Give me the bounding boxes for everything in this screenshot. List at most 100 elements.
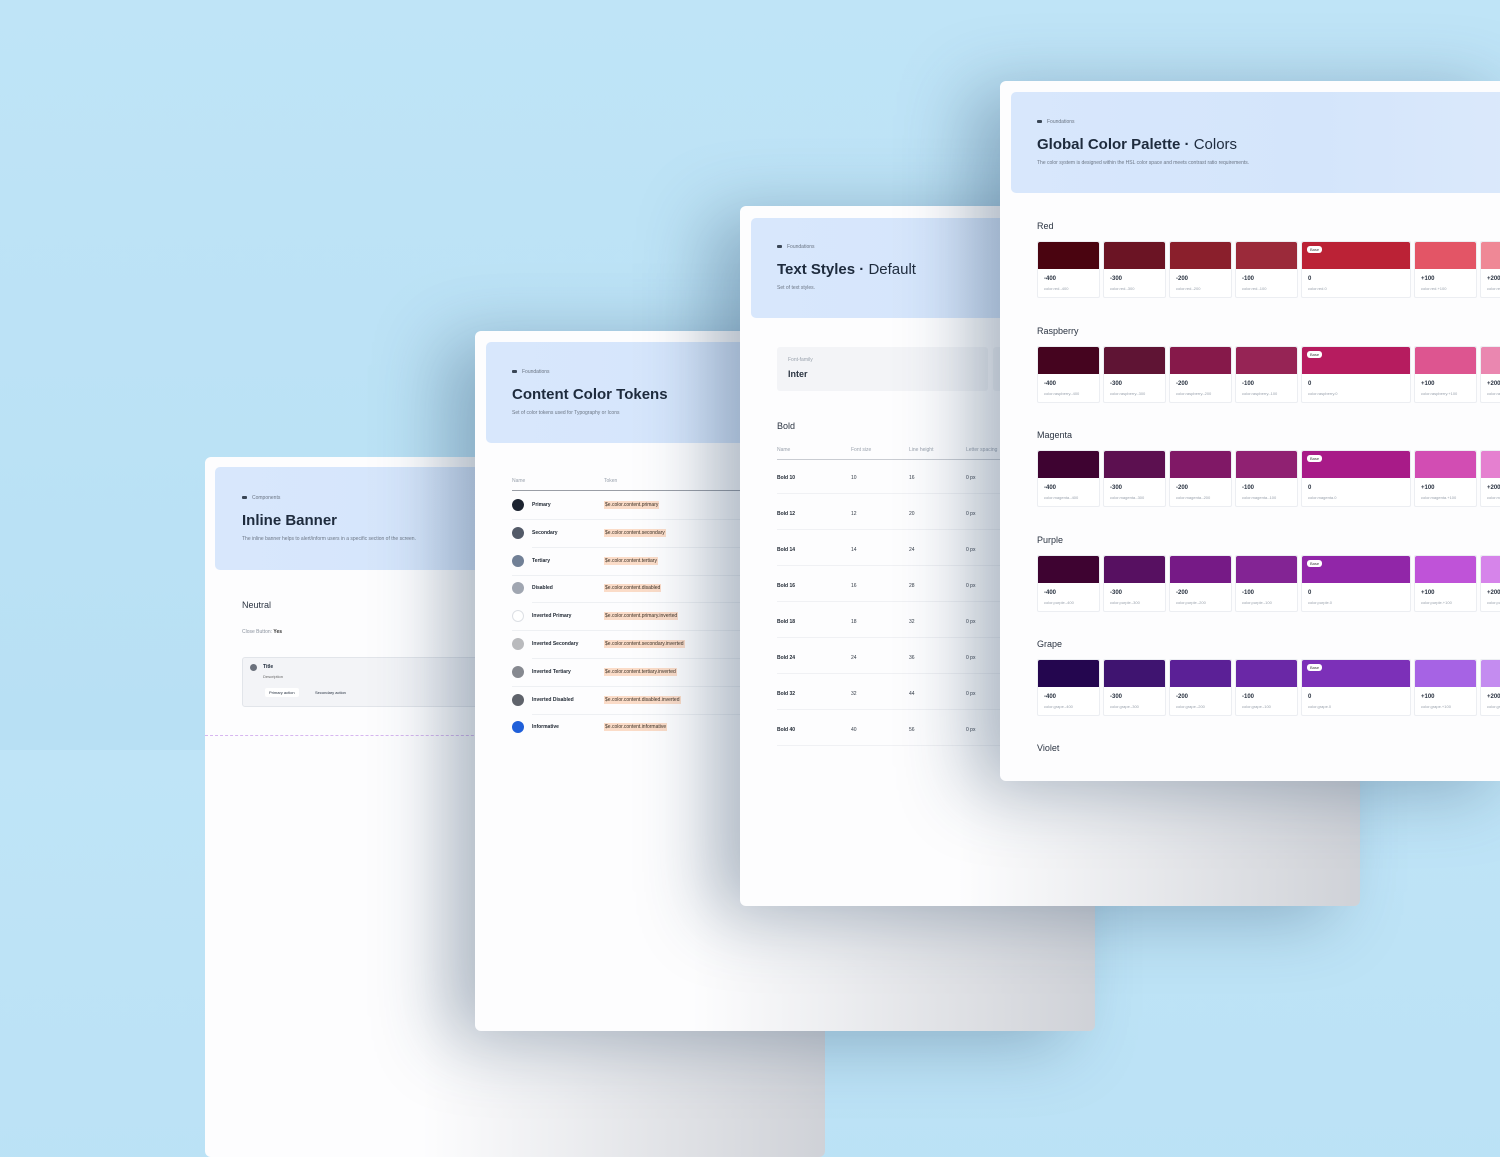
token-value[interactable]: $e.color.content.primary — [604, 501, 660, 509]
base-badge: Base — [1307, 455, 1323, 462]
color-swatch[interactable]: +200 color.grape.+200 — [1480, 659, 1500, 716]
row-divider — [512, 519, 812, 520]
token-value[interactable]: $e.color.content.disabled — [604, 584, 662, 593]
token-value[interactable]: $e.color.content.tertiary — [604, 556, 658, 565]
base-badge: Base — [1307, 664, 1323, 671]
font-family-value: Inter — [788, 369, 808, 379]
title-sub: Colors — [1193, 136, 1238, 153]
token-value[interactable]: $e.color.content.informative — [604, 723, 668, 732]
color-swatch[interactable]: -100 color.purple.-100 — [1235, 554, 1298, 612]
color-swatch[interactable]: +200 color.purple.+200 — [1480, 554, 1500, 612]
swatch-color — [1170, 451, 1231, 478]
token-name: Informative — [532, 724, 559, 731]
color-swatch[interactable]: -300 color.raspberry.-300 — [1103, 345, 1166, 403]
table-cell: 36 — [909, 655, 915, 661]
swatch-color — [1038, 346, 1099, 374]
swatch-scale: -200 — [1176, 694, 1189, 700]
color-swatch — [512, 638, 524, 650]
color-swatch[interactable]: -400 color.grape.-400 — [1037, 659, 1100, 716]
section-title-violet: Violet — [1037, 743, 1060, 753]
color-swatch[interactable]: -200 color.red.-200 — [1169, 241, 1232, 298]
token-value[interactable]: $e.color.content.secondary.inverted — [604, 640, 685, 648]
color-swatch[interactable]: -200 color.purple.-200 — [1169, 554, 1232, 612]
swatch-color — [1170, 555, 1231, 583]
color-swatch[interactable]: +100 color.magenta.+100 — [1414, 450, 1477, 507]
breadcrumb[interactable]: Foundations — [777, 244, 815, 250]
color-swatch — [512, 554, 524, 567]
swatch-scale: -300 — [1110, 276, 1123, 282]
breadcrumb[interactable]: Foundations — [1037, 119, 1075, 125]
color-swatch[interactable]: -200 color.raspberry.-200 — [1169, 345, 1232, 403]
color-swatch[interactable]: Base 0 color.red.0 — [1301, 241, 1411, 298]
color-swatch[interactable]: +200 color.red.+200 — [1480, 241, 1500, 298]
swatch-token: color.magenta.-400 — [1044, 495, 1079, 500]
table-cell: Bold 40 — [777, 727, 796, 733]
token-name: Disabled — [532, 585, 553, 592]
color-swatch[interactable]: -300 color.purple.-300 — [1103, 554, 1166, 612]
color-swatch[interactable]: Base 0 color.raspberry.0 — [1301, 345, 1411, 403]
table-cell: 0 px — [966, 619, 976, 625]
color-swatch[interactable]: -200 color.magenta.-200 — [1169, 450, 1232, 507]
breadcrumb[interactable]: Foundations — [512, 369, 550, 375]
row-divider — [532, 713, 832, 715]
swatch-color — [1170, 660, 1231, 687]
table-cell: 0 px — [966, 511, 976, 517]
table-cell: 0 px — [966, 727, 976, 733]
color-swatch[interactable]: +100 color.grape.+100 — [1414, 659, 1477, 716]
breadcrumb[interactable]: Components — [242, 495, 280, 501]
color-swatch[interactable]: -100 color.grape.-100 — [1235, 659, 1298, 716]
color-swatch[interactable]: +200 color.magenta.+200 — [1480, 450, 1500, 507]
token-value[interactable]: $e.color.content.disabled.inverted — [604, 695, 681, 704]
swatch-token: color.grape.-200 — [1176, 704, 1205, 709]
section-title: Bold — [777, 421, 796, 431]
color-swatch[interactable]: Base 0 color.magenta.0 — [1301, 450, 1411, 507]
color-swatch[interactable]: +100 color.purple.+100 — [1414, 554, 1477, 612]
row-divider — [512, 685, 812, 687]
table-cell: 20 — [909, 511, 915, 517]
color-swatch[interactable]: -300 color.magenta.-300 — [1103, 450, 1166, 507]
section-title-magenta: Magenta — [1037, 430, 1073, 440]
color-swatch[interactable]: -400 color.red.-400 — [1037, 241, 1100, 298]
color-swatch[interactable]: +200 color.raspberry.+200 — [1480, 345, 1500, 403]
color-swatch[interactable]: -300 color.grape.-300 — [1103, 659, 1166, 716]
swatch-scale: -400 — [1044, 380, 1057, 387]
color-swatch[interactable]: -400 color.magenta.-400 — [1037, 450, 1100, 507]
swatch-color: Base — [1302, 660, 1410, 687]
color-swatch[interactable]: -300 color.red.-300 — [1103, 241, 1166, 298]
swatch-scale: 0 — [1308, 276, 1312, 282]
token-value[interactable]: $e.color.content.tertiary.inverted — [604, 667, 677, 676]
token-name: Primary — [532, 502, 551, 508]
swatch-color — [1038, 451, 1099, 478]
token-name: Inverted Secondary — [532, 641, 579, 647]
color-swatch[interactable]: Base 0 color.purple.0 — [1301, 554, 1411, 612]
swatch-color — [1481, 660, 1500, 687]
swatch-color: Base — [1302, 451, 1410, 478]
secondary-action-button[interactable]: Secondary action — [315, 690, 346, 695]
token-value[interactable]: $e.color.content.secondary — [604, 528, 666, 537]
color-swatch[interactable]: -100 color.magenta.-100 — [1235, 450, 1298, 507]
swatch-scale: -200 — [1176, 589, 1189, 596]
swatch-token: color.red.-200 — [1176, 286, 1201, 291]
section-title-raspberry: Raspberry — [1037, 325, 1079, 336]
color-swatch[interactable]: -100 color.raspberry.-100 — [1235, 345, 1298, 403]
base-badge: Base — [1307, 559, 1323, 567]
page-description: The color system is designed within the … — [1037, 160, 1250, 166]
color-swatch — [512, 526, 524, 539]
color-swatch[interactable]: -400 color.raspberry.-400 — [1037, 345, 1100, 403]
swatch-scale: -300 — [1110, 485, 1123, 491]
color-swatch[interactable]: -100 color.red.-100 — [1235, 241, 1298, 298]
swatch-color: Base — [1302, 346, 1410, 374]
color-swatch[interactable]: +100 color.red.+100 — [1414, 241, 1477, 298]
token-value[interactable]: $e.color.content.primary.inverted — [604, 612, 679, 621]
color-swatch[interactable]: Base 0 color.grape.0 — [1301, 659, 1411, 716]
color-swatch[interactable]: -400 color.purple.-400 — [1037, 554, 1100, 612]
swatch-token: color.magenta.+100 — [1421, 495, 1457, 500]
banner-description: Description — [263, 674, 284, 679]
banner-title: Title — [263, 664, 274, 670]
primary-action-button[interactable]: Primary action — [265, 688, 299, 697]
swatch-scale: -300 — [1110, 380, 1123, 387]
column-header-token: Token — [604, 478, 618, 484]
info-icon — [250, 664, 257, 671]
color-swatch[interactable]: -200 color.grape.-200 — [1169, 659, 1232, 716]
color-swatch[interactable]: +100 color.raspberry.+100 — [1414, 345, 1477, 403]
